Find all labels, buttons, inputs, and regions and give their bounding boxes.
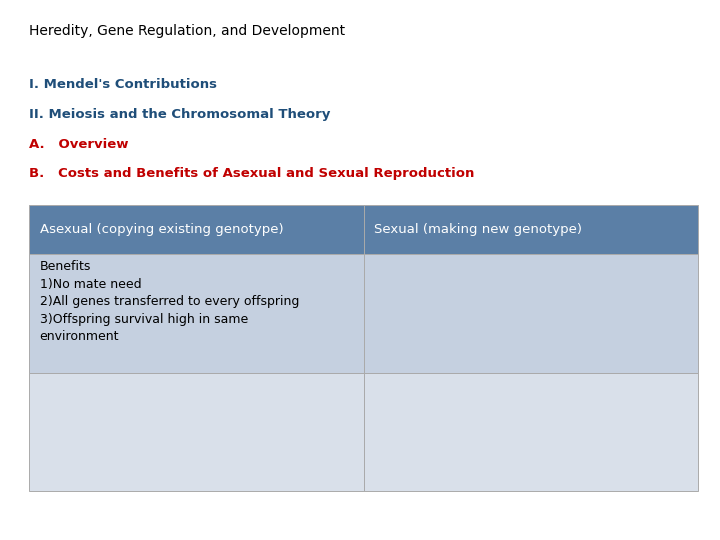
FancyBboxPatch shape xyxy=(29,373,364,491)
Text: II. Meiosis and the Chromosomal Theory: II. Meiosis and the Chromosomal Theory xyxy=(29,108,330,121)
FancyBboxPatch shape xyxy=(29,254,364,373)
Text: Sexual (making new genotype): Sexual (making new genotype) xyxy=(374,223,582,236)
Text: B.   Costs and Benefits of Asexual and Sexual Reproduction: B. Costs and Benefits of Asexual and Sex… xyxy=(29,167,474,180)
FancyBboxPatch shape xyxy=(364,373,698,491)
FancyBboxPatch shape xyxy=(29,205,364,254)
Text: Heredity, Gene Regulation, and Development: Heredity, Gene Regulation, and Developme… xyxy=(29,24,345,38)
Text: I. Mendel's Contributions: I. Mendel's Contributions xyxy=(29,78,217,91)
Text: Asexual (copying existing genotype): Asexual (copying existing genotype) xyxy=(40,223,283,236)
Text: Benefits
1)No mate need
2)All genes transferred to every offspring
3)Offspring s: Benefits 1)No mate need 2)All genes tran… xyxy=(40,260,299,343)
FancyBboxPatch shape xyxy=(364,254,698,373)
FancyBboxPatch shape xyxy=(364,205,698,254)
Text: A.   Overview: A. Overview xyxy=(29,138,128,151)
